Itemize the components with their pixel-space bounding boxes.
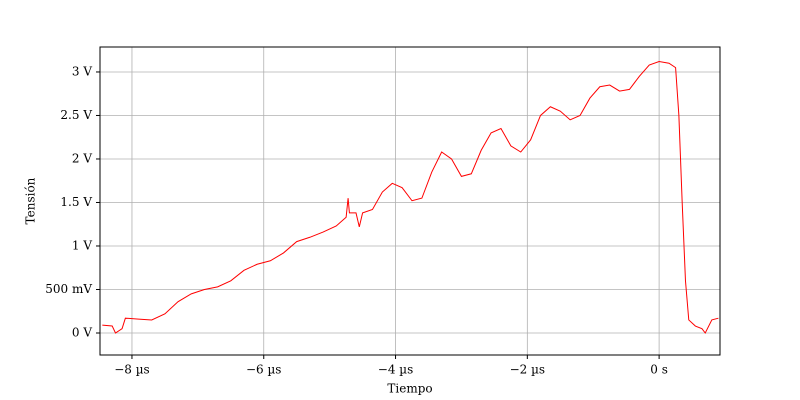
y-tick-label: 3 V	[72, 64, 92, 78]
y-tick-label: 2.5 V	[60, 108, 92, 122]
y-tick-label: 1.5 V	[60, 195, 92, 209]
y-tick-label: 0 V	[72, 325, 92, 339]
x-tick-label: −4 µs	[378, 363, 413, 377]
y-axis-label: Tensión	[24, 177, 38, 224]
x-tick-label: −8 µs	[114, 363, 149, 377]
x-tick-label: 0 s	[650, 363, 668, 377]
x-tick-label: −6 µs	[246, 363, 281, 377]
y-tick-label: 1 V	[72, 238, 92, 252]
y-tick-label: 2 V	[72, 151, 92, 165]
data-line	[102, 61, 719, 334]
plot-frame	[99, 46, 721, 356]
y-tick-label: 500 mV	[45, 282, 92, 296]
x-tick-label: −2 µs	[510, 363, 545, 377]
x-axis-label: Tiempo	[387, 382, 432, 396]
